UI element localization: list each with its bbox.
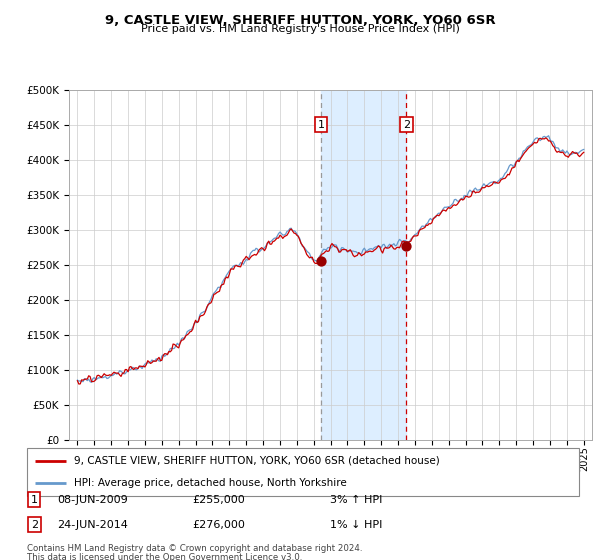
Text: 2: 2 [403,120,410,129]
Text: Contains HM Land Registry data © Crown copyright and database right 2024.: Contains HM Land Registry data © Crown c… [27,544,362,553]
Text: £276,000: £276,000 [192,520,245,530]
Text: 08-JUN-2009: 08-JUN-2009 [57,494,128,505]
Text: 9, CASTLE VIEW, SHERIFF HUTTON, YORK, YO60 6SR: 9, CASTLE VIEW, SHERIFF HUTTON, YORK, YO… [104,14,496,27]
Point [316,256,326,265]
Text: 3% ↑ HPI: 3% ↑ HPI [330,494,382,505]
Text: 1: 1 [31,494,38,505]
Text: 2: 2 [31,520,38,530]
Text: 9, CASTLE VIEW, SHERIFF HUTTON, YORK, YO60 6SR (detached house): 9, CASTLE VIEW, SHERIFF HUTTON, YORK, YO… [74,456,440,466]
Text: HPI: Average price, detached house, North Yorkshire: HPI: Average price, detached house, Nort… [74,478,347,488]
Bar [321,90,406,440]
Text: 24-JUN-2014: 24-JUN-2014 [57,520,128,530]
Text: 1% ↓ HPI: 1% ↓ HPI [330,520,382,530]
Text: This data is licensed under the Open Government Licence v3.0.: This data is licensed under the Open Gov… [27,553,302,560]
Point [401,242,411,251]
Text: Price paid vs. HM Land Registry's House Price Index (HPI): Price paid vs. HM Land Registry's House … [140,24,460,34]
Text: £255,000: £255,000 [192,494,245,505]
Text: 1: 1 [317,120,325,129]
